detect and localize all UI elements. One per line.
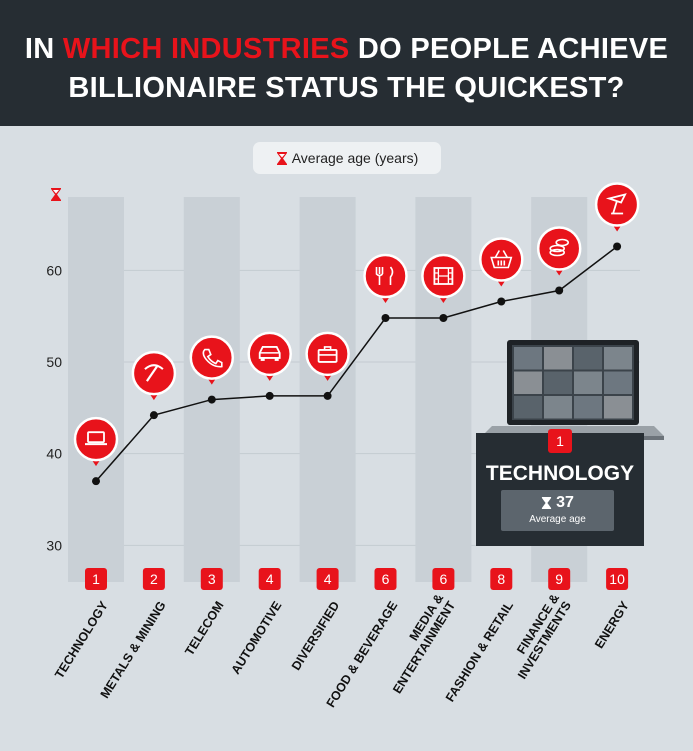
rank-label: 6 — [440, 571, 448, 587]
y-tick-label: 50 — [46, 354, 62, 370]
rank-label: 9 — [555, 571, 563, 587]
basket-icon — [490, 250, 513, 269]
rank-label: 4 — [324, 571, 332, 587]
rank-badge — [142, 568, 165, 590]
hourglass-icon — [542, 497, 552, 509]
category-label: TELECOM — [182, 599, 226, 658]
data-point — [555, 286, 564, 295]
y-tick-label: 40 — [46, 446, 62, 462]
marker-pickaxe-icon — [131, 350, 177, 401]
series-line — [95, 245, 618, 482]
data-point — [381, 314, 390, 322]
rank-badge — [432, 568, 455, 590]
title-highlight: WHICH INDUSTRIES — [62, 33, 350, 65]
marker-cutlery-icon — [363, 253, 408, 303]
marker-film-icon — [421, 253, 466, 303]
rank-badge — [606, 568, 629, 590]
pickaxe-icon — [144, 364, 164, 382]
car-icon — [258, 346, 281, 361]
marker-car-icon — [247, 331, 292, 381]
rank-badge — [258, 568, 281, 590]
data-point — [149, 411, 158, 420]
legend: Average age (years) — [253, 142, 441, 174]
y-tick-label: 60 — [46, 262, 62, 278]
phone-icon — [202, 348, 223, 368]
title-line-1: IN WHICH INDUSTRIES DO PEOPLE ACHIEVE — [24, 33, 669, 65]
rank-badge — [85, 568, 107, 590]
category-label: TECHNOLOGY — [52, 598, 111, 681]
highlight-value-box: 37 Average age — [501, 490, 614, 531]
coins-icon — [549, 238, 570, 257]
marker-laptop-icon — [73, 416, 119, 467]
rank-badge — [548, 568, 571, 590]
column-band — [68, 197, 124, 582]
highlight-value-label: Average age — [529, 514, 586, 525]
rank-badge — [490, 568, 513, 590]
category-label-line: AUTOMOTIVE — [229, 599, 285, 677]
rank-label: 1 — [92, 571, 100, 587]
marker-basket-icon — [479, 237, 524, 287]
highlight-card: 1 TECHNOLOGY 37 Average age — [476, 429, 644, 546]
marker-oil-rig-icon — [594, 182, 640, 232]
data-point — [497, 297, 506, 306]
category-label: ENERGY — [592, 598, 632, 651]
category-label-line: TECHNOLOGY — [52, 598, 111, 681]
rank-label: 8 — [497, 571, 505, 587]
legend-label: Average age (years) — [291, 150, 419, 166]
category-label-line: METALS & MINING — [98, 599, 169, 701]
category-label-line: TELECOM — [182, 599, 226, 658]
rank-badge — [374, 568, 397, 590]
category-label-line: DIVERSIFIED — [289, 599, 342, 673]
data-point — [613, 242, 622, 251]
hourglass-icon — [276, 151, 287, 165]
category-label: METALS & MINING — [98, 599, 169, 701]
rank-label: 10 — [609, 571, 625, 587]
data-point — [207, 395, 216, 404]
column-band — [183, 197, 240, 582]
rank-label: 2 — [150, 571, 158, 587]
data-point — [265, 391, 274, 400]
y-tick-label: 30 — [46, 537, 62, 553]
column-band — [299, 197, 356, 582]
header: IN WHICH INDUSTRIES DO PEOPLE ACHIEVE BI… — [0, 0, 693, 126]
film-icon — [433, 267, 454, 285]
data-point — [439, 314, 448, 322]
marker-coins-icon — [536, 226, 582, 276]
briefcase-icon — [317, 346, 338, 363]
title-line-2: BILLIONAIRE STATUS THE QUICKEST? — [68, 72, 625, 104]
cutlery-icon — [375, 266, 394, 285]
marker-phone-icon — [189, 335, 235, 385]
laptop-illustration — [482, 340, 664, 440]
category-label: DIVERSIFIED — [289, 599, 342, 673]
highlight-value: 37 — [556, 494, 574, 511]
data-point — [323, 391, 332, 400]
category-label: FASHION & RETAIL — [443, 599, 516, 705]
marker-briefcase-icon — [305, 331, 350, 381]
highlight-name: TECHNOLOGY — [485, 462, 635, 485]
category-label-line: FASHION & RETAIL — [443, 599, 516, 705]
laptop-icon — [85, 431, 107, 446]
data-point — [92, 477, 100, 486]
highlight-rank: 1 — [548, 429, 572, 453]
rank-badge — [200, 568, 223, 590]
rank-label: 6 — [382, 571, 390, 587]
rank-badge — [316, 568, 339, 590]
rank-label: 4 — [266, 571, 274, 587]
hourglass-icon — [51, 188, 61, 201]
rank-label: 3 — [208, 571, 216, 587]
category-label-line: ENERGY — [592, 598, 632, 651]
oil-rig-icon — [605, 193, 627, 215]
category-label: AUTOMOTIVE — [229, 599, 285, 677]
